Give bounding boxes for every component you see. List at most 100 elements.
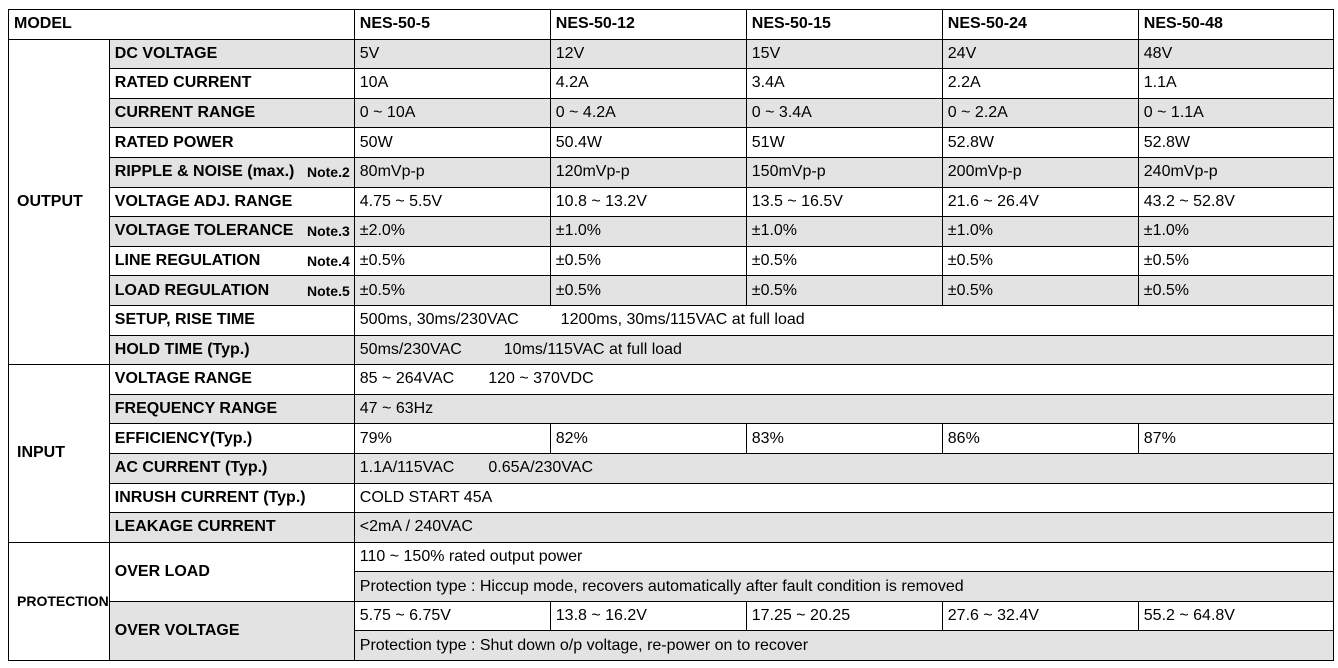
model-name: NES-50-5 — [353, 9, 551, 40]
note-ref: Note.4 — [306, 253, 350, 270]
cell-value: ±0.5% — [745, 275, 943, 306]
cell-value: 0 ~ 2.2A — [941, 97, 1139, 129]
cell-value: 4.2A — [549, 68, 747, 99]
cell-value: 83% — [745, 423, 943, 454]
cell-value: Protection type : Hiccup mode, recovers … — [353, 571, 1334, 602]
cell-value: 48V — [1137, 38, 1334, 70]
row-label: OVER VOLTAGE — [108, 600, 355, 662]
table-row: SETUP, RISE TIME 500ms, 30ms/230VAC 1200m… — [9, 304, 1334, 336]
cell-value: 150mVp-p — [745, 156, 943, 188]
value-part: 85 ~ 264VAC — [359, 370, 455, 388]
row-label: INRUSH CURRENT (Typ.) — [108, 482, 355, 514]
cell-value: 52.8W — [1137, 127, 1334, 158]
cell-value: 0 ~ 4.2A — [549, 97, 747, 129]
table-row: RATED POWER 50W 50.4W 51W 52.8W 52.8W — [9, 127, 1334, 158]
table-row: HOLD TIME (Typ.) 50ms/230VAC 10ms/115VAC … — [8, 334, 1334, 366]
value-part: 1.1A/115VAC — [359, 459, 455, 477]
cell-value: 13.5 ~ 16.5V — [745, 186, 943, 218]
cell-value: 21.6 ~ 26.4V — [941, 186, 1139, 218]
model-name: NES-50-12 — [549, 9, 747, 40]
cell-value: 82% — [549, 423, 747, 454]
cell-value: 51W — [745, 127, 943, 158]
cell-value: 110 ~ 150% rated output power — [353, 541, 1334, 573]
row-label: AC CURRENT (Typ.) — [108, 452, 355, 484]
cell-value: 5.75 ~ 6.75V — [353, 600, 551, 632]
table-row: RIPPLE & NOISE (max.) Note.2 80mVp-p 120m… — [8, 156, 1334, 188]
cell-value: 17.25 ~ 20.25 — [745, 600, 943, 632]
cell-value: 85 ~ 264VAC 120 ~ 370VDC — [353, 364, 1334, 395]
cell-value: 79% — [353, 423, 551, 454]
cell-value: 13.8 ~ 16.2V — [549, 600, 747, 632]
cell-value: ±1.0% — [745, 216, 943, 247]
table-row: VOLTAGE TOLERANCE Note.3 ±2.0% ±1.0% ±1.0… — [8, 216, 1334, 247]
table-row: PROTECTION OVER LOAD 110 ~ 150% rated ou… — [8, 541, 1334, 662]
cell-value: 0 ~ 3.4A — [745, 97, 943, 129]
model-name: NES-50-24 — [941, 9, 1139, 40]
row-label: RATED CURRENT — [108, 68, 355, 99]
cell-value: 1.1A — [1137, 68, 1334, 99]
spec-table: MODEL NES-50-5 NES-50-12 NES-50-15 NES-5… — [8, 9, 1334, 662]
row-label: RIPPLE & NOISE (max.) Note.2 — [108, 156, 355, 188]
table-row: AC CURRENT (Typ.) 1.1A/115VAC 0.65A/230VA… — [8, 452, 1334, 484]
cell-value: 5V — [353, 38, 551, 70]
row-label: EFFICIENCY(Typ.) — [108, 423, 355, 454]
cell-value: 43.2 ~ 52.8V — [1137, 186, 1334, 218]
cell-value: 15V — [745, 38, 943, 70]
cell-value: 50ms/230VAC 10ms/115VAC at full load — [353, 334, 1334, 366]
cell-value: 1.1A/115VAC 0.65A/230VAC — [353, 452, 1334, 484]
cell-value: 24V — [941, 38, 1139, 70]
table-row: INRUSH CURRENT (Typ.) COLD START 45A — [9, 482, 1334, 514]
cell-value: 2.2A — [941, 68, 1139, 99]
cell-value: ±0.5% — [941, 245, 1139, 277]
row-label-text: LOAD REGULATION — [114, 281, 270, 299]
cell-value: 52.8W — [941, 127, 1139, 158]
cell-value: <2mA / 240VAC — [353, 512, 1334, 543]
row-label: VOLTAGE TOLERANCE Note.3 — [108, 216, 355, 247]
value-part: 10ms/115VAC at full load — [503, 340, 682, 358]
table-row: OUTPUT DC VOLTAGE 5V 12V 15V 24V 48V — [8, 38, 1334, 366]
row-label-text: LINE REGULATION — [114, 252, 261, 270]
table-row: LEAKAGE CURRENT <2mA / 240VAC — [8, 512, 1334, 543]
model-name: NES-50-15 — [745, 9, 943, 40]
table-row: LINE REGULATION Note.4 ±0.5% ±0.5% ±0.5% … — [9, 245, 1334, 277]
cell-value: 0 ~ 1.1A — [1137, 97, 1334, 129]
cell-value: 0 ~ 10A — [353, 97, 551, 129]
table-row: FREQUENCY RANGE 47 ~ 63Hz — [8, 393, 1334, 425]
row-label: FREQUENCY RANGE — [108, 393, 355, 425]
note-ref: Note.5 — [306, 282, 350, 299]
cell-value: ±0.5% — [549, 245, 747, 277]
cell-value: 27.6 ~ 32.4V — [941, 600, 1139, 632]
value-part: 50ms/230VAC — [359, 340, 462, 358]
category-protection: PROTECTION — [8, 541, 110, 662]
cell-value: 10A — [353, 68, 551, 99]
header-row: MODEL NES-50-5 NES-50-12 NES-50-15 NES-5… — [8, 9, 1334, 40]
cell-value: ±0.5% — [549, 275, 747, 306]
row-label: HOLD TIME (Typ.) — [108, 334, 355, 366]
cell-value: ±2.0% — [353, 216, 551, 247]
cell-value: 500ms, 30ms/230VAC 1200ms, 30ms/115VAC at… — [353, 304, 1334, 336]
cell-value: ±0.5% — [1137, 245, 1334, 277]
row-label: LEAKAGE CURRENT — [108, 512, 355, 543]
cell-value: ±0.5% — [353, 245, 551, 277]
cell-value: 120mVp-p — [549, 156, 747, 188]
cell-value: 10.8 ~ 13.2V — [549, 186, 747, 218]
table-row: EFFICIENCY(Typ.) 79% 82% 83% 86% 87% — [9, 423, 1334, 454]
model-name: NES-50-48 — [1137, 9, 1334, 40]
cell-value: ±0.5% — [745, 245, 943, 277]
note-ref: Note.2 — [306, 164, 350, 181]
row-label: OVER LOAD — [108, 541, 355, 602]
cell-value: 55.2 ~ 64.8V — [1137, 600, 1334, 632]
row-label: VOLTAGE RANGE — [108, 364, 355, 395]
table-row: VOLTAGE ADJ. RANGE 4.75 ~ 5.5V 10.8 ~ 13… — [9, 186, 1334, 218]
value-part: 500ms, 30ms/230VAC — [359, 311, 519, 329]
cell-value: 86% — [941, 423, 1139, 454]
table-row: CURRENT RANGE 0 ~ 10A 0 ~ 4.2A 0 ~ 3.4A … — [8, 97, 1334, 129]
row-label: LOAD REGULATION Note.5 — [108, 275, 355, 306]
row-label: VOLTAGE ADJ. RANGE — [108, 186, 355, 218]
cell-value: 50.4W — [549, 127, 747, 158]
cell-value: 3.4A — [745, 68, 943, 99]
category-input: INPUT — [8, 364, 110, 543]
category-output: OUTPUT — [8, 38, 110, 366]
cell-value: 4.75 ~ 5.5V — [353, 186, 551, 218]
value-part: 120 ~ 370VDC — [488, 370, 594, 388]
